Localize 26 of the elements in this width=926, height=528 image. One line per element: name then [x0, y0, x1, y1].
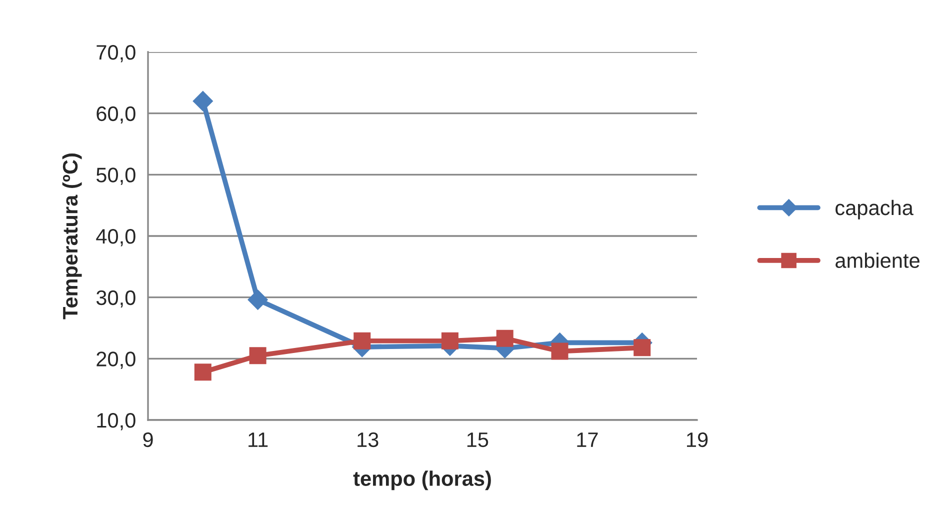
point	[192, 90, 214, 112]
point	[354, 332, 371, 350]
point	[249, 347, 266, 364]
x-axis-title: tempo (horas)	[353, 470, 491, 490]
y-axis-title: Temperatura (ºC)	[62, 154, 82, 320]
point	[441, 332, 458, 350]
y-tick-label: 40,0	[96, 229, 136, 246]
point	[248, 289, 268, 310]
y-tick-label: 50,0	[96, 168, 136, 185]
x-tick-label: 19	[687, 432, 708, 448]
y-tick-label: 70,0	[96, 45, 136, 62]
point	[194, 364, 212, 381]
point	[634, 339, 651, 356]
point	[551, 342, 568, 360]
x-tick-label: 17	[577, 432, 598, 447]
legend-label: ambiente	[836, 252, 920, 268]
x-tick-label: 13	[358, 432, 378, 448]
y-tick-label: 30,0	[96, 290, 136, 308]
x-tick-label: 9	[143, 432, 153, 448]
y-tick-label: 20,0	[96, 352, 136, 369]
y-tick-label: 10,0	[97, 413, 136, 430]
x-tick-label: 11	[248, 432, 268, 447]
x-tick-label: 15	[467, 432, 488, 448]
y-tick-label: 60,0	[96, 106, 136, 124]
legend-label: capacha	[836, 200, 914, 220]
point	[496, 330, 514, 347]
